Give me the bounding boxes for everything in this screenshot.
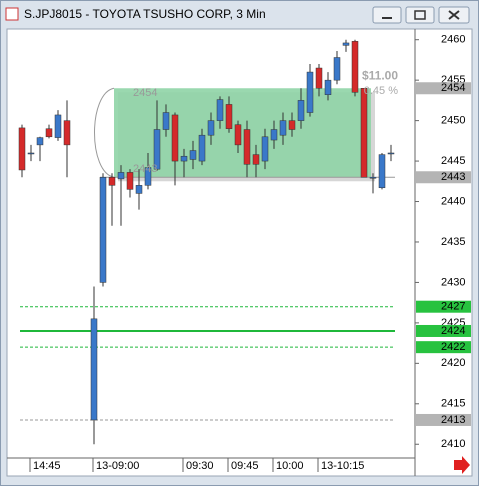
candle-body (315, 67, 323, 89)
maximize-button[interactable] (405, 6, 435, 24)
candle-body (27, 152, 35, 155)
window-buttons[interactable] (372, 6, 470, 24)
y-tick-label: 2410 (441, 438, 465, 450)
level-label: 2454 (441, 82, 465, 94)
x-tick-label: 14:45 (33, 460, 61, 472)
candle-body (144, 167, 152, 186)
candle-body (288, 120, 296, 130)
candle-body (342, 42, 350, 46)
candle-body (36, 137, 44, 146)
candle-body (189, 150, 197, 160)
candle-body (261, 136, 269, 162)
level-label-bg (416, 300, 471, 313)
candle-body (243, 129, 251, 165)
candle-body (207, 120, 215, 136)
candle-body (306, 71, 314, 113)
level-label: 2413 (441, 414, 465, 426)
y-tick-label: 2435 (441, 236, 465, 248)
candle-body (18, 127, 26, 171)
candle-body (54, 114, 62, 138)
level-label-bg (416, 413, 471, 426)
y-tick-label: 2430 (441, 276, 465, 288)
candle-body (387, 152, 395, 155)
x-tick-label: 09:30 (186, 460, 214, 472)
box-top-label: 2454 (133, 87, 157, 99)
candle-body (351, 41, 359, 93)
y-tick-label: 2415 (441, 398, 465, 410)
candle-body (252, 154, 260, 165)
candle-body (180, 155, 188, 162)
candle-body (99, 177, 107, 283)
candle-body (117, 172, 125, 180)
level-label: 2443 (441, 171, 465, 183)
level-label-bg (416, 341, 471, 354)
candle-body (162, 112, 170, 130)
candle-body (270, 129, 278, 141)
x-tick-label: 09:45 (231, 460, 259, 472)
box-outline (94, 87, 115, 178)
icon (448, 10, 460, 20)
icon (414, 10, 426, 20)
y-tick-label: 2420 (441, 357, 465, 369)
y-tick-label: 2450 (441, 115, 465, 127)
candle-body (135, 185, 143, 194)
candle-body (333, 57, 341, 81)
level-label-bg (416, 171, 471, 184)
box-bottom-label: 2443 (133, 163, 157, 175)
candle-body (378, 154, 386, 189)
window-title: S.JPJ8015 - TOYOTA TSUSHO CORP, 3 Min (24, 7, 266, 21)
scroll-arrow[interactable] (454, 456, 470, 474)
level-label: 2422 (441, 341, 465, 353)
y-tick-label: 2460 (441, 34, 465, 46)
minimize-button[interactable] (372, 6, 402, 24)
level-label: 2427 (441, 301, 465, 313)
x-tick-label: 13-09:00 (96, 460, 139, 472)
candle-body (216, 99, 224, 121)
box-pct-label: 0.45 % (364, 85, 398, 97)
box-change-label: $11.00 (362, 68, 398, 82)
candle-body (153, 129, 161, 170)
level-label-bg (416, 324, 471, 337)
candle-body (369, 177, 377, 179)
candle-body (63, 120, 71, 146)
candle-body (234, 124, 242, 146)
level-label-bg (416, 82, 471, 95)
candle-body (108, 177, 116, 186)
candle-body (126, 172, 134, 190)
candle-body (360, 88, 368, 178)
candle-body (279, 120, 287, 136)
x-tick-label: 13-10:15 (321, 460, 364, 472)
y-tick-label: 2445 (441, 155, 465, 167)
candle-body (225, 104, 233, 129)
candle-body (198, 134, 206, 162)
candle-body (324, 79, 332, 95)
candle-body (297, 100, 305, 121)
candle-body (45, 128, 53, 138)
window-icon (5, 7, 19, 21)
candle-body (90, 318, 98, 421)
y-tick-label: 2440 (441, 195, 465, 207)
x-tick-label: 10:00 (276, 460, 304, 472)
candle-body (171, 114, 179, 162)
level-label: 2424 (441, 325, 465, 337)
